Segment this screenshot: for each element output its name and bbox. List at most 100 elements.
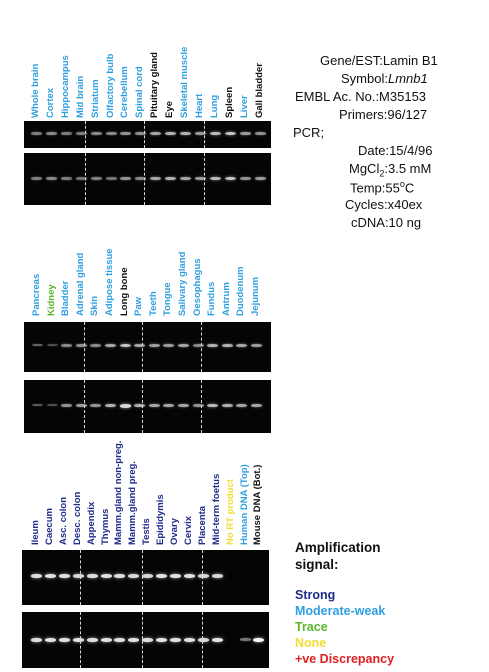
lane-label: Antrum xyxy=(220,282,232,316)
lane-label: Whole brain xyxy=(30,63,41,118)
panel-1-gel-bottom xyxy=(24,153,271,205)
gel-band xyxy=(114,574,126,578)
primers-text: Primers:96/127 xyxy=(339,107,428,122)
lane-label: Teeth xyxy=(147,291,159,316)
lane-label: Cerebellum xyxy=(119,66,131,118)
gel-band xyxy=(90,177,102,180)
lane-label: Skin xyxy=(89,295,101,316)
gel-band xyxy=(75,404,87,407)
gel-band xyxy=(211,574,223,578)
gel-band xyxy=(170,638,181,642)
gel-band xyxy=(105,344,116,348)
gel-band xyxy=(45,177,57,180)
lane-label: Paw xyxy=(133,296,145,316)
symbol-text: Symbol:Lmnb1 xyxy=(341,71,428,86)
lane-divider xyxy=(142,550,143,605)
lane-label: Testis xyxy=(141,518,153,545)
gel-band xyxy=(60,177,72,180)
lane-divider xyxy=(201,380,202,433)
gel-band xyxy=(163,404,175,408)
gel-band xyxy=(192,344,204,347)
gel-band xyxy=(194,132,206,135)
legend-title-line1: Amplification xyxy=(295,540,381,555)
lane-label: Liver xyxy=(238,95,250,118)
lane-label: Hippocampus xyxy=(59,55,71,118)
gel-band xyxy=(100,574,112,578)
gel-band xyxy=(75,344,87,347)
lane-label: Adipose tissue xyxy=(104,248,115,316)
legend-strong: Strong xyxy=(295,588,336,602)
gel-band xyxy=(61,344,73,347)
gel-band xyxy=(180,177,191,181)
lane-label: Appendix xyxy=(85,501,97,545)
gel-band xyxy=(31,177,42,180)
gel-band xyxy=(105,177,117,180)
gel-band xyxy=(61,404,73,407)
gel-band xyxy=(75,177,87,180)
lane-label: Desc. colon xyxy=(71,491,83,545)
gel-band xyxy=(207,404,219,408)
gel-band xyxy=(119,344,131,348)
gel-band xyxy=(180,132,191,136)
lane-divider xyxy=(202,612,203,668)
gel-band xyxy=(178,404,189,408)
gel-band xyxy=(86,574,98,578)
gel-band xyxy=(31,574,42,578)
gene-est-text: Gene/EST:Lamin B1 xyxy=(320,53,438,68)
lane-label: Lung xyxy=(208,94,220,118)
gel-band xyxy=(221,344,233,348)
panel-2-gel-top xyxy=(24,322,271,372)
gel-band xyxy=(197,638,209,642)
lane-label: Thymus xyxy=(99,508,111,545)
gel-band xyxy=(90,344,102,347)
symbol-value: Lmnb1 xyxy=(387,71,428,86)
gel-band xyxy=(165,132,177,136)
gel-band xyxy=(209,132,221,136)
lane-label: Eye xyxy=(164,101,176,118)
lane-label: Kidney xyxy=(45,284,57,316)
gel-band xyxy=(148,344,160,347)
gel-band xyxy=(207,344,219,348)
gel-band xyxy=(45,132,57,135)
lane-divider xyxy=(144,121,145,148)
lane-label: Mamm.gland non-preg. xyxy=(113,440,125,546)
lane-label: Mid-term foetus xyxy=(210,473,222,545)
gel-band xyxy=(119,404,131,408)
gel-band xyxy=(236,344,248,348)
gel-band xyxy=(128,574,140,578)
gel-band xyxy=(75,132,87,135)
gel-band xyxy=(46,404,58,407)
gel-band xyxy=(211,638,223,642)
gel-band xyxy=(100,638,112,642)
lane-label: Mamm.gland preg. xyxy=(127,461,139,545)
gel-band xyxy=(135,177,147,180)
gel-band xyxy=(46,344,58,347)
lane-divider xyxy=(142,380,143,433)
gel-band xyxy=(90,132,102,135)
panel-3-gel-top xyxy=(22,550,269,605)
lane-label: Tongue xyxy=(162,282,174,316)
cdna-text: cDNA:10 ng xyxy=(351,215,422,230)
legend-discrepancy: +ve Discrepancy xyxy=(295,652,395,666)
lane-label: Spleen xyxy=(223,86,235,118)
gel-band xyxy=(32,344,43,347)
lane-label: Striatum xyxy=(89,79,101,118)
gel-band xyxy=(239,177,251,180)
lane-label: Bladder xyxy=(60,280,72,316)
lane-label: Spinal cord xyxy=(134,66,146,118)
lane-label: Jejunum xyxy=(250,276,261,316)
lane-label: Gall bladder xyxy=(253,63,265,118)
legend-moderate-weak: Moderate-weak xyxy=(295,604,386,618)
temp-text: Temp:55oC xyxy=(350,179,415,196)
lane-label: Human DNA (Top) xyxy=(238,464,250,545)
lane-label: Fundus xyxy=(206,281,218,316)
lane-label: No RT product xyxy=(224,479,236,545)
gel-band xyxy=(86,638,98,642)
lane-divider xyxy=(204,153,205,205)
gel-band xyxy=(142,574,154,578)
gel-band xyxy=(224,132,236,136)
lane-label: Pituitary gland xyxy=(149,52,161,118)
embl-text: EMBL Ac. No.:M35153 xyxy=(295,89,427,104)
lane-label: Placenta xyxy=(196,505,208,545)
lane-label: Epididymis xyxy=(155,494,167,545)
